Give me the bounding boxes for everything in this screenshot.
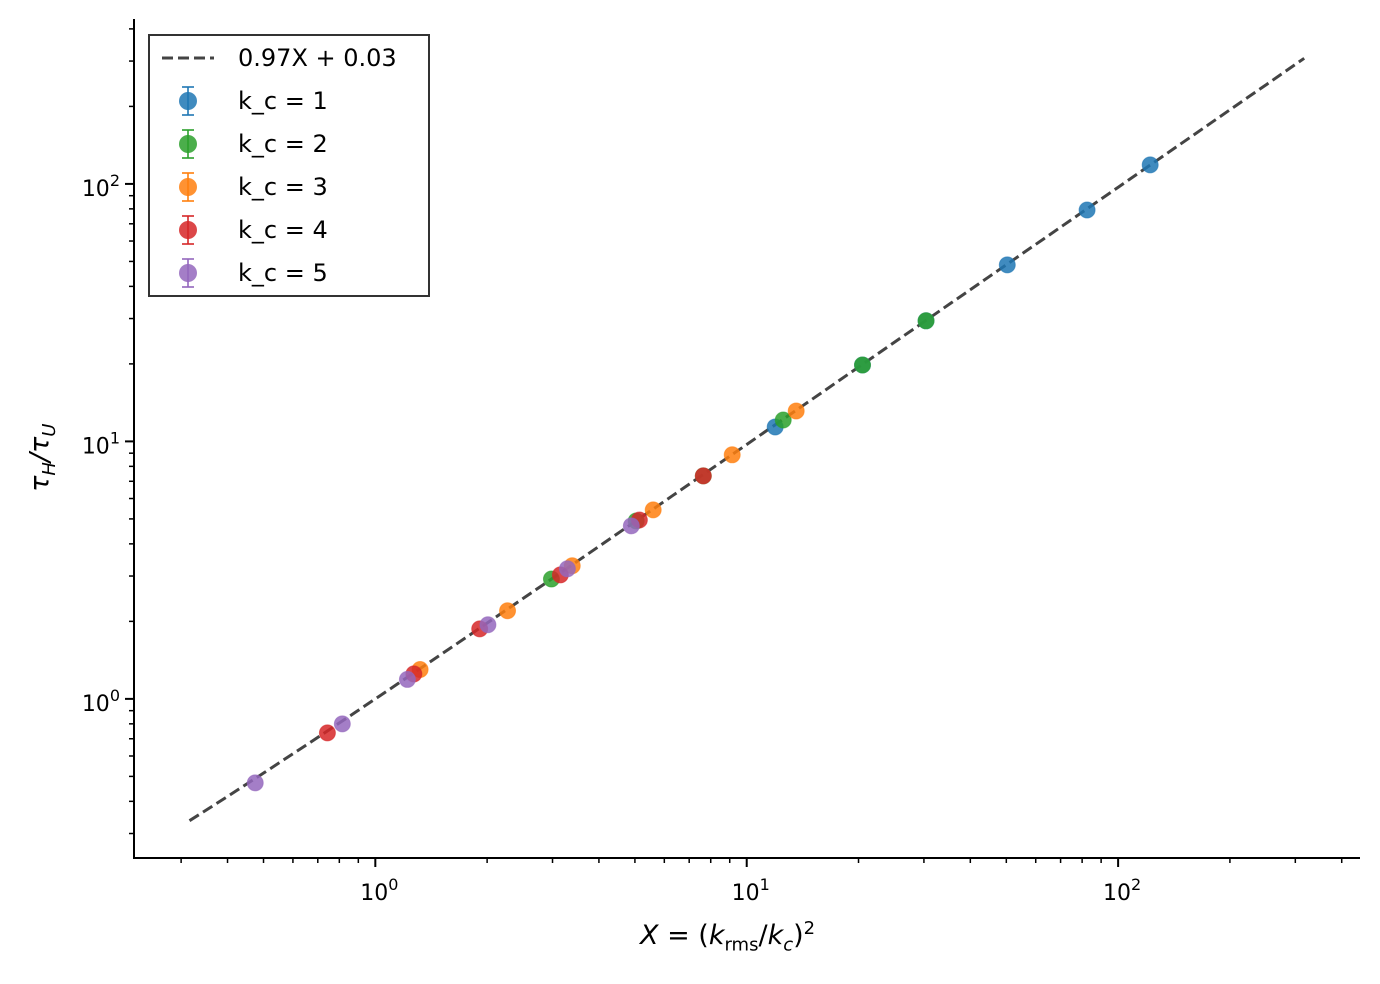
data-point <box>333 715 351 733</box>
legend-item-kc3: k_c = 3 <box>150 167 428 207</box>
tick-label: 102 <box>1103 875 1141 906</box>
data-point <box>854 356 872 374</box>
fit-line-path <box>188 57 1306 822</box>
legend-label: k_c = 4 <box>238 216 328 244</box>
errorbar-marker-icon <box>179 258 197 288</box>
tick-label: 100 <box>82 686 120 717</box>
errorbar-marker-icon <box>179 215 197 245</box>
data-point <box>723 446 741 464</box>
x-axis-label: X = (krms/kc)2 <box>640 918 816 956</box>
data-point <box>558 560 576 578</box>
data-point <box>318 724 336 742</box>
series-k-c5 <box>246 517 640 792</box>
fit-line <box>188 57 1306 822</box>
legend-item-fit: 0.97X + 0.03 <box>150 38 428 78</box>
data-point <box>246 774 264 792</box>
errorbar-marker-icon <box>179 172 197 202</box>
data-point <box>694 467 712 485</box>
dashed-line-icon <box>162 56 214 60</box>
errorbar-marker-icon <box>179 86 197 116</box>
tick-label: 102 <box>82 171 120 202</box>
y-axis-label: τH/τU <box>24 423 60 492</box>
legend-item-kc2: k_c = 2 <box>150 124 428 164</box>
data-point <box>622 517 640 535</box>
tick-label: 101 <box>732 875 770 906</box>
tick-label: 100 <box>360 875 398 906</box>
data-point <box>644 501 662 519</box>
errorbar-marker-icon <box>179 129 197 159</box>
data-point <box>998 256 1016 274</box>
legend-item-kc1: k_c = 1 <box>150 81 428 121</box>
legend-label: k_c = 5 <box>238 259 328 287</box>
data-point <box>1141 156 1159 174</box>
data-points <box>246 156 1159 792</box>
data-point <box>787 402 805 420</box>
data-point <box>917 312 935 330</box>
data-point <box>499 602 517 620</box>
legend-label: k_c = 1 <box>238 87 328 115</box>
legend-item-kc4: k_c = 4 <box>150 210 428 250</box>
legend-label: 0.97X + 0.03 <box>238 44 397 72</box>
legend-item-kc5: k_c = 5 <box>150 253 428 293</box>
tick-labels: 100 101 102 100 101 102 <box>82 171 1141 906</box>
data-point <box>398 670 416 688</box>
axes <box>125 19 1360 867</box>
legend-label: k_c = 3 <box>238 173 328 201</box>
legend-label: k_c = 2 <box>238 130 328 158</box>
data-point <box>774 411 792 429</box>
legend: 0.97X + 0.03 k_c = 1 k_c = 2 k_c = 3 k_c… <box>148 34 430 297</box>
tick-label: 101 <box>82 428 120 459</box>
data-point <box>1078 201 1096 219</box>
data-point <box>479 616 497 634</box>
